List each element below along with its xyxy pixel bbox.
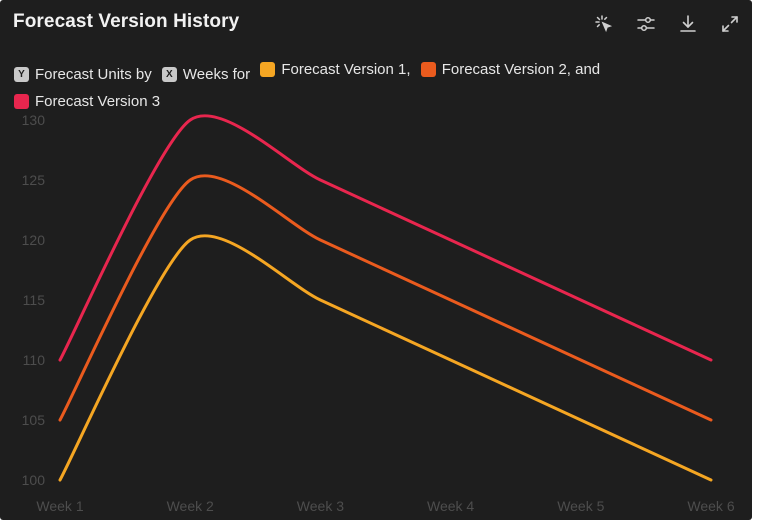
x-axis-label: Weeks for: [182, 66, 251, 83]
legend-swatch: [420, 62, 436, 77]
x-tick-label: Week 5: [557, 498, 604, 514]
y-tick-label: 125: [22, 172, 46, 188]
x-tick-label: Week 6: [687, 498, 734, 514]
legend-item-label: Forecast Version 3: [35, 93, 161, 110]
download-button[interactable]: [674, 12, 702, 36]
y-tick-label: 110: [23, 352, 46, 368]
legend-item-version-2[interactable]: Forecast Version 2, and: [420, 56, 601, 83]
y-tick-label: 115: [23, 292, 46, 308]
legend-item-version-1[interactable]: Forecast Version 1,: [260, 56, 411, 83]
x-tick-label: Week 1: [36, 498, 83, 514]
select-tool-icon: [595, 15, 613, 33]
y-tick-label: 120: [22, 232, 46, 248]
y-axis-label: Forecast Units by: [35, 66, 152, 83]
legend-swatch: [14, 94, 29, 109]
x-tick-label: Week 2: [167, 498, 214, 514]
filter-settings-button[interactable]: [632, 12, 660, 36]
y-axis-badge: Y: [14, 67, 29, 82]
chart-title: Forecast Version History: [13, 11, 240, 32]
x-axis-badge: X: [161, 67, 177, 82]
x-tick-label: Week 4: [427, 498, 474, 514]
series-line-version-1[interactable]: [58, 234, 713, 482]
legend-item-label: Forecast Version 2, and: [441, 61, 601, 78]
download-icon: [680, 15, 696, 32]
y-tick-label: 100: [22, 472, 46, 488]
series-line-version-3[interactable]: [58, 114, 713, 362]
chart-toolbar: [576, 12, 744, 36]
legend-swatch: [260, 62, 276, 77]
legend-y-axis: Y Forecast Units by: [14, 61, 152, 88]
chart-legend: Y Forecast Units by X Weeks for Forecast…: [14, 56, 714, 118]
select-tool-button[interactable]: [590, 12, 618, 36]
y-tick-label: 130: [22, 112, 46, 128]
x-tick-label: Week 3: [297, 498, 344, 514]
expand-button[interactable]: [716, 12, 744, 36]
series-line-version-2[interactable]: [58, 174, 713, 422]
legend-x-axis: X Weeks for: [161, 61, 251, 88]
y-tick-label: 105: [22, 412, 46, 428]
legend-item-label: Forecast Version 1,: [281, 61, 411, 78]
legend-item-version-3[interactable]: Forecast Version 3: [14, 88, 160, 115]
filter-settings-icon: [637, 16, 655, 32]
expand-icon: [722, 16, 738, 32]
